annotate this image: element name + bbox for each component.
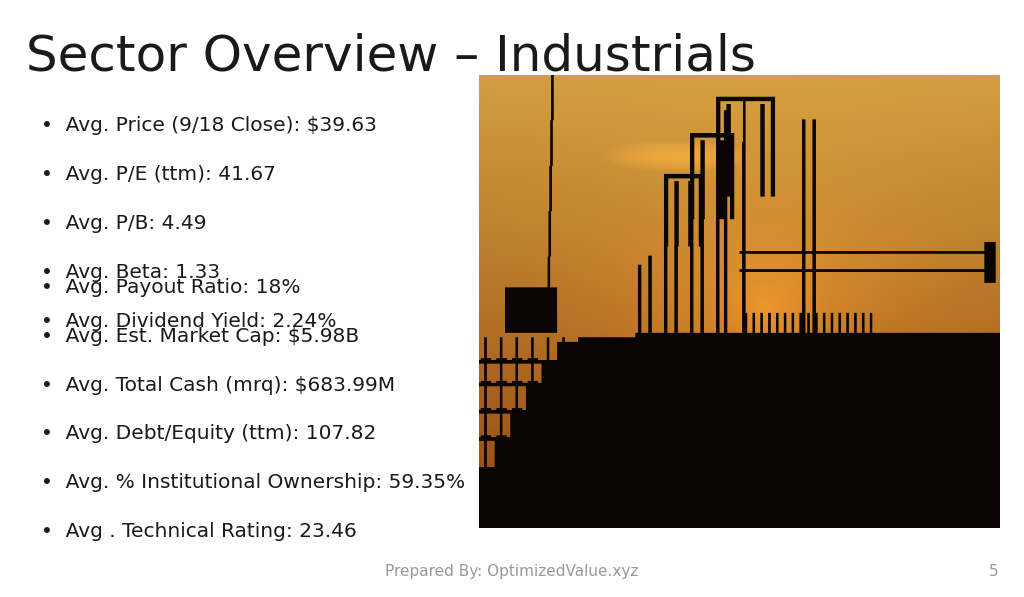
Text: •  Avg. Price (9/18 Close): $39.63: • Avg. Price (9/18 Close): $39.63 bbox=[41, 116, 377, 136]
Text: •  Avg. P/E (ttm): 41.67: • Avg. P/E (ttm): 41.67 bbox=[41, 165, 275, 184]
Text: 5: 5 bbox=[989, 564, 998, 579]
Text: •  Avg. Total Cash (mrq): $683.99M: • Avg. Total Cash (mrq): $683.99M bbox=[41, 376, 395, 395]
Text: •  Avg. % Institutional Ownership: 59.35%: • Avg. % Institutional Ownership: 59.35% bbox=[41, 473, 465, 493]
Text: Prepared By: OptimizedValue.xyz: Prepared By: OptimizedValue.xyz bbox=[385, 564, 639, 579]
Text: •  Avg. Dividend Yield: 2.24%: • Avg. Dividend Yield: 2.24% bbox=[41, 312, 337, 331]
Text: •  Avg. Beta: 1.33: • Avg. Beta: 1.33 bbox=[41, 263, 220, 282]
Text: •  Avg. Payout Ratio: 18%: • Avg. Payout Ratio: 18% bbox=[41, 278, 300, 297]
Text: •  Avg. Est. Market Cap: $5.98B: • Avg. Est. Market Cap: $5.98B bbox=[41, 327, 359, 346]
Text: Sector Overview – Industrials: Sector Overview – Industrials bbox=[26, 33, 756, 81]
Text: •  Avg. P/B: 4.49: • Avg. P/B: 4.49 bbox=[41, 214, 207, 233]
Text: •  Avg. Debt/Equity (ttm): 107.82: • Avg. Debt/Equity (ttm): 107.82 bbox=[41, 424, 377, 444]
Text: •  Avg . Technical Rating: 23.46: • Avg . Technical Rating: 23.46 bbox=[41, 522, 356, 541]
